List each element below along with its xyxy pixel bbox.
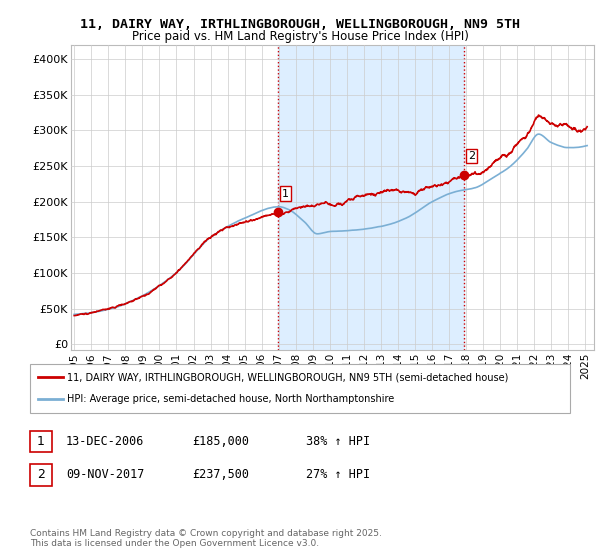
Text: Contains HM Land Registry data © Crown copyright and database right 2025.
This d: Contains HM Land Registry data © Crown c… bbox=[30, 529, 382, 548]
Text: £237,500: £237,500 bbox=[192, 468, 249, 482]
Text: 38% ↑ HPI: 38% ↑ HPI bbox=[306, 435, 370, 448]
Text: 11, DAIRY WAY, IRTHLINGBOROUGH, WELLINGBOROUGH, NN9 5TH (semi-detached house): 11, DAIRY WAY, IRTHLINGBOROUGH, WELLINGB… bbox=[67, 372, 509, 382]
Bar bbox=[278, 45, 464, 350]
Text: Price paid vs. HM Land Registry's House Price Index (HPI): Price paid vs. HM Land Registry's House … bbox=[131, 30, 469, 43]
Text: 1: 1 bbox=[37, 435, 45, 448]
Text: 1: 1 bbox=[282, 189, 289, 199]
Text: 2: 2 bbox=[468, 151, 475, 161]
Text: 2: 2 bbox=[37, 468, 45, 482]
Text: 13-DEC-2006: 13-DEC-2006 bbox=[66, 435, 145, 448]
Text: 27% ↑ HPI: 27% ↑ HPI bbox=[306, 468, 370, 482]
Text: 09-NOV-2017: 09-NOV-2017 bbox=[66, 468, 145, 482]
Text: HPI: Average price, semi-detached house, North Northamptonshire: HPI: Average price, semi-detached house,… bbox=[67, 394, 394, 404]
Text: £185,000: £185,000 bbox=[192, 435, 249, 448]
Text: 11, DAIRY WAY, IRTHLINGBOROUGH, WELLINGBOROUGH, NN9 5TH: 11, DAIRY WAY, IRTHLINGBOROUGH, WELLINGB… bbox=[80, 18, 520, 31]
